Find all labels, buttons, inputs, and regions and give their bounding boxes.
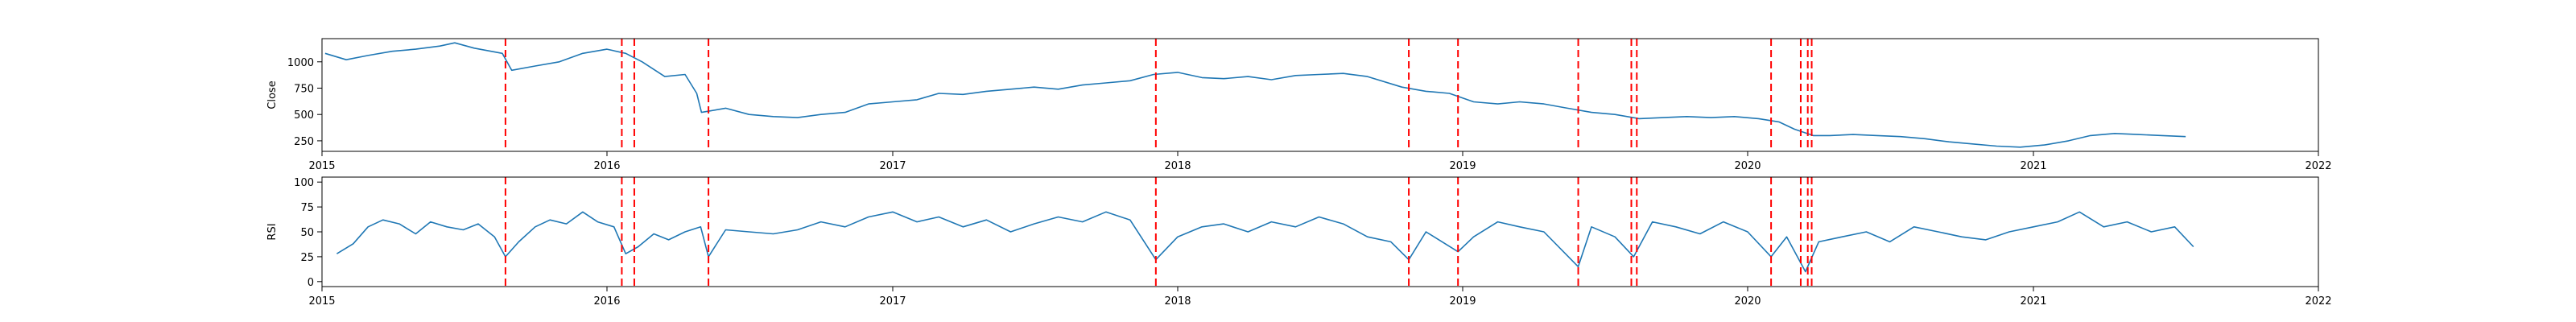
close-price-y-tick-label: 750 — [294, 83, 314, 95]
rsi-x-tick-label: 2018 — [1164, 295, 1191, 308]
rsi-y-ticks: 0 25 50 75 100 — [294, 177, 322, 289]
close-price-y-tick-label: 1000 — [287, 57, 314, 69]
rsi-y-tick-label: 75 — [300, 202, 314, 214]
rsi-x-tick-label: 2020 — [1734, 295, 1761, 308]
rsi-y-tick-label: 0 — [308, 277, 314, 289]
close-price-axes-frame — [321, 38, 2319, 152]
rsi-y-tick-label: 25 — [300, 252, 314, 264]
close-price-x-ticks: 2015 2016 2017 2018 2019 2020 2021 2022 — [308, 151, 2332, 172]
close-price-x-tick-label: 2019 — [1449, 160, 1476, 172]
rsi-x-tick-label: 2021 — [2020, 295, 2046, 308]
close-price-x-tick-label: 2016 — [593, 160, 620, 172]
rsi-y-tick-label: 100 — [294, 177, 314, 189]
close-price-x-tick-label: 2022 — [2305, 160, 2331, 172]
rsi-panel: 2015 2016 2017 2018 2019 2020 2021 2022 0 25 50 75… — [266, 176, 2332, 308]
rsi-y-tick-label: 50 — [300, 227, 314, 239]
close-price-x-tick-label: 2018 — [1164, 160, 1191, 172]
close-price-x-tick-label: 2020 — [1734, 160, 1761, 172]
rsi-x-ticks: 2015 2016 2017 2018 2019 2020 2021 2022 — [308, 287, 2332, 308]
rsi-x-tick-label: 2017 — [879, 295, 906, 308]
rsi-x-tick-label: 2015 — [308, 295, 335, 308]
close-price-y-axis-label: Close — [266, 80, 279, 109]
rsi-x-tick-label: 2019 — [1449, 295, 1476, 308]
close-price-x-tick-label: 2021 — [2020, 160, 2046, 172]
close-price-x-tick-label: 2015 — [308, 160, 335, 172]
rsi-marks — [336, 177, 2194, 287]
close-price-y-tick-label: 500 — [294, 109, 314, 122]
rsi-series-line — [336, 211, 2194, 273]
rsi-y-axis-label: RSI — [266, 223, 279, 240]
rsi-x-tick-label: 2022 — [2305, 295, 2331, 308]
close-price-panel: 2015 2016 2017 2018 2019 2020 2021 2022 250 500 7… — [266, 38, 2332, 172]
close-price-y-tick-label: 250 — [294, 136, 314, 148]
close-price-series-line — [324, 42, 2186, 148]
rsi-x-tick-label: 2016 — [593, 295, 620, 308]
close-price-marks — [324, 39, 2186, 151]
close-price-y-ticks: 250 500 750 1000 — [287, 57, 322, 148]
close-price-x-tick-label: 2017 — [879, 160, 906, 172]
